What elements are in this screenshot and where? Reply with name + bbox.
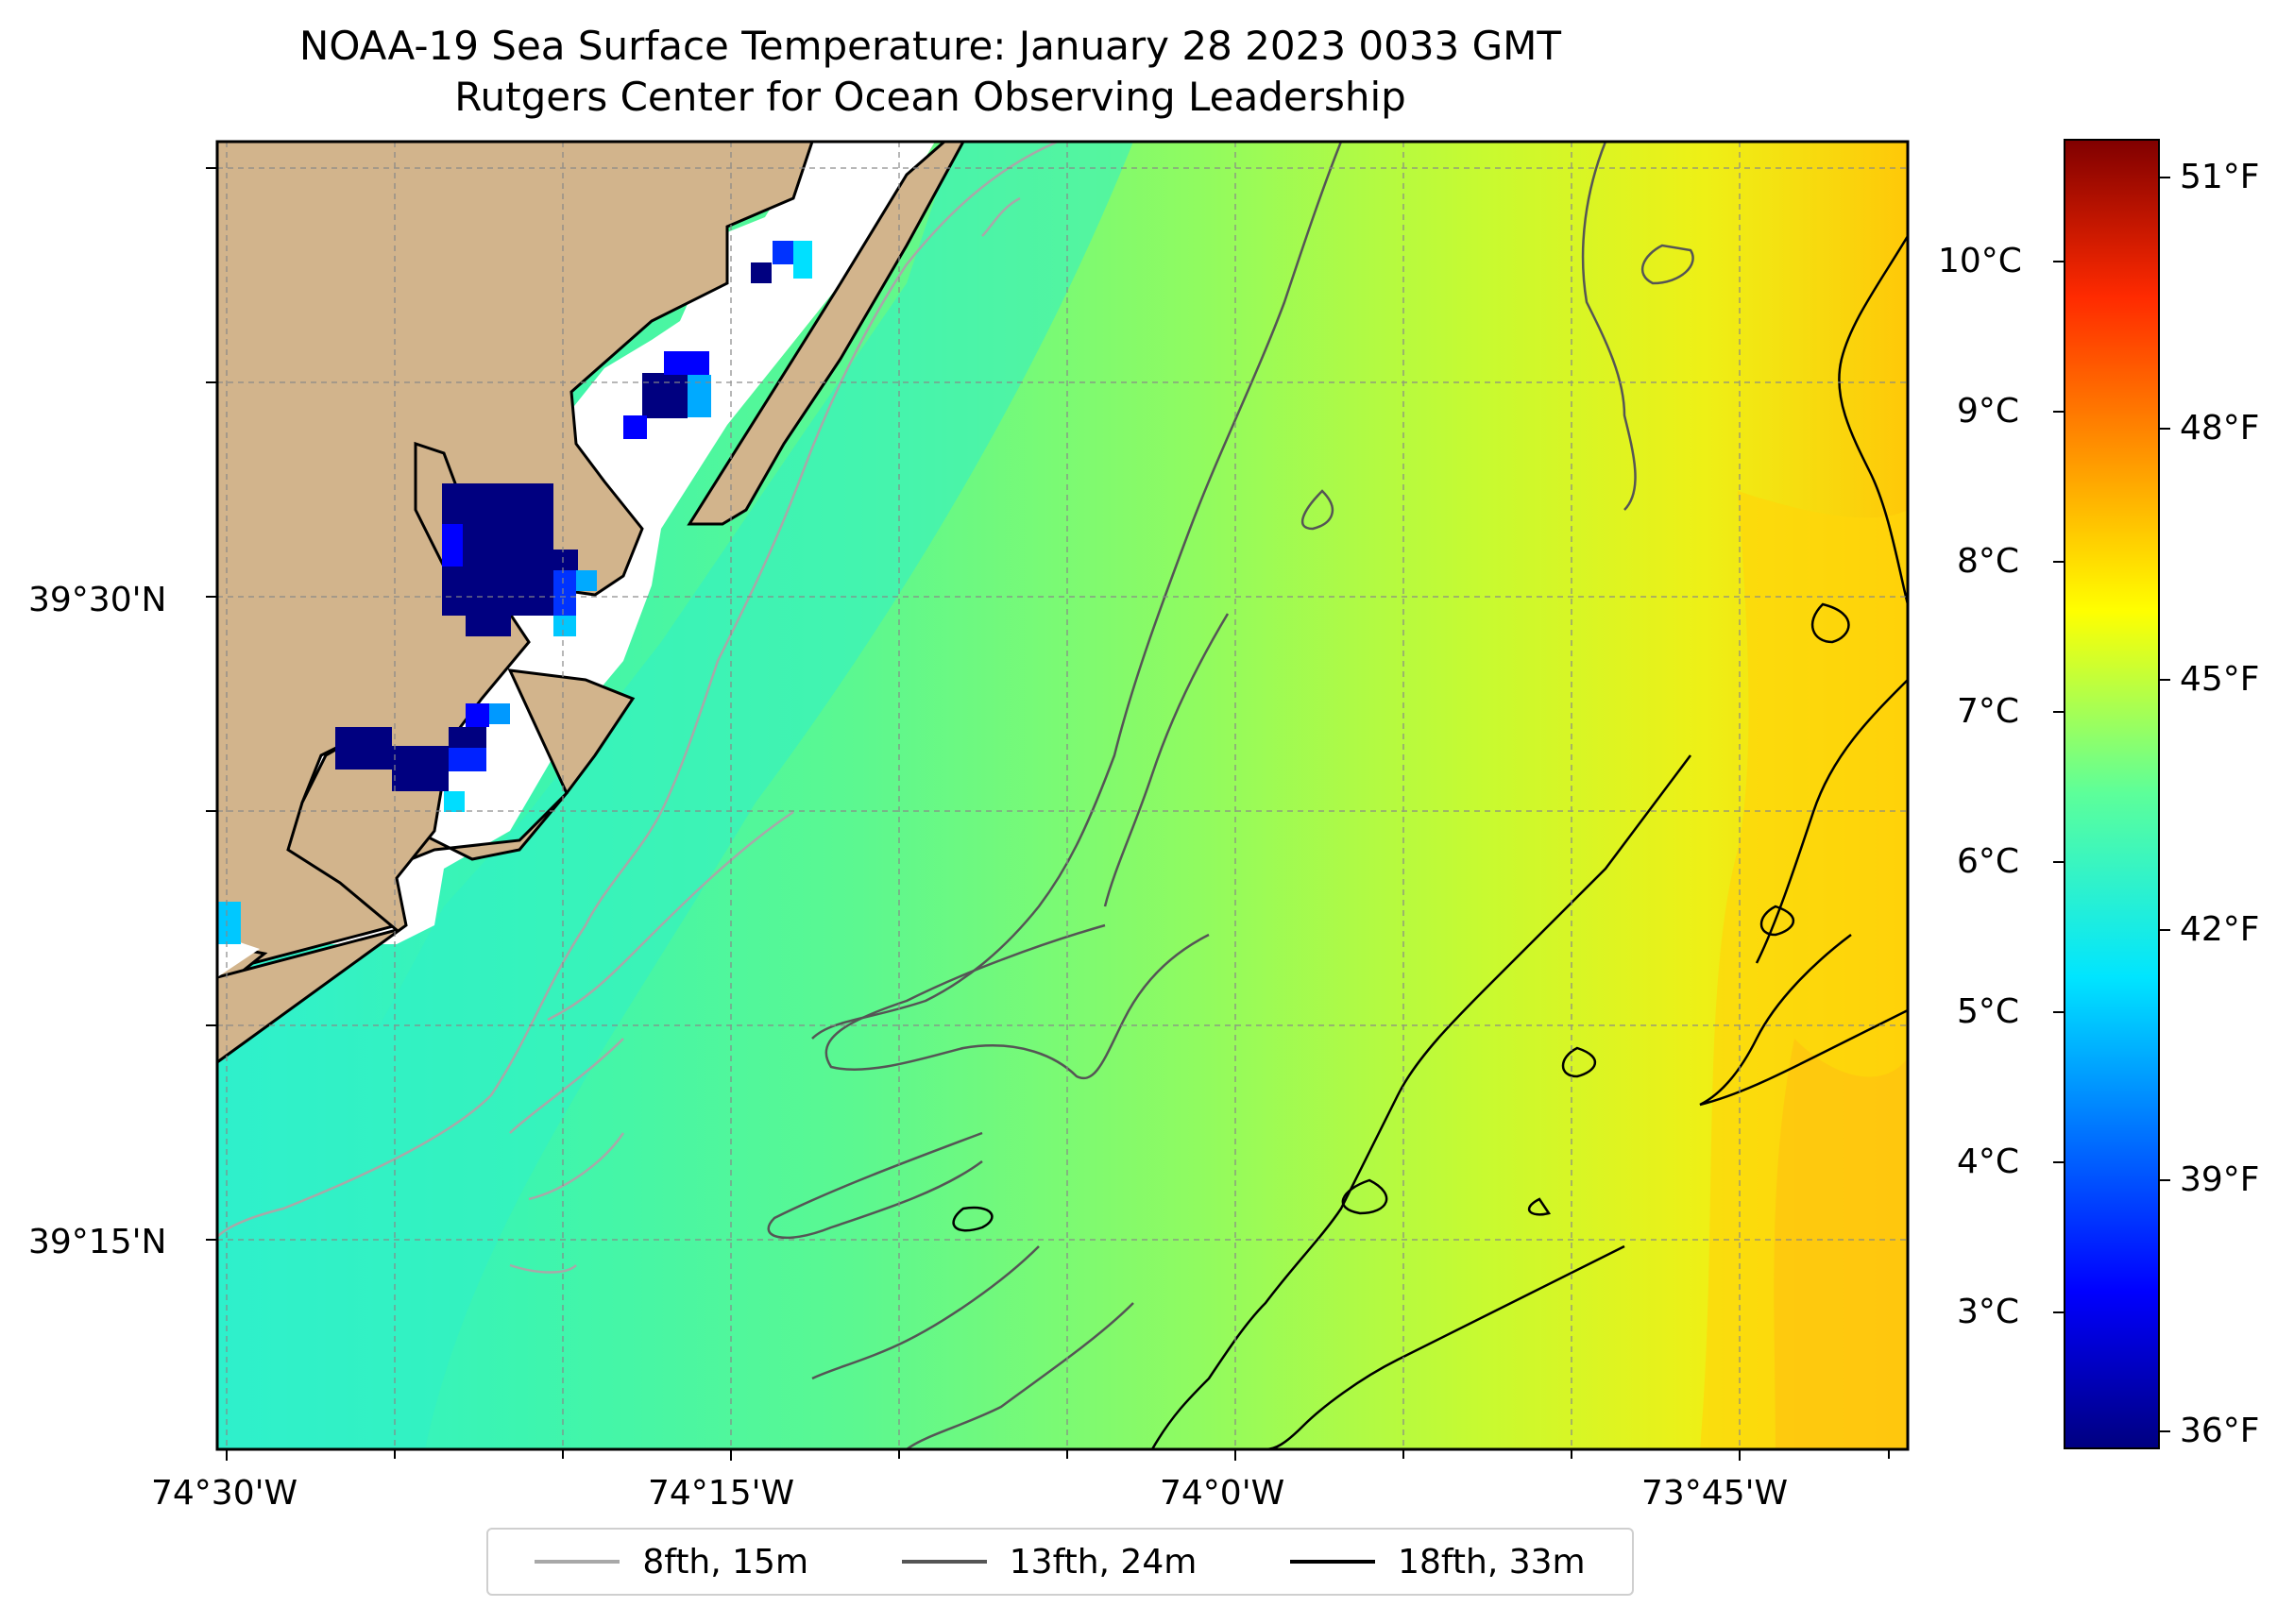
legend-entry-8fth: 8fth, 15m [535,1543,808,1582]
colorbar [2064,139,2160,1449]
colorbar-fahrenheit-label: 36°F [2180,1412,2260,1450]
contour-18fth [952,235,1908,1449]
colorbar-celsius-label: 9°C [1957,392,2020,431]
colorbar-fahrenheit-label: 51°F [2180,158,2260,196]
lon-tick-label: 74°0'W [1160,1474,1285,1513]
axis-ticks [206,167,1890,1461]
legend-label: 8fth, 15m [642,1542,809,1582]
lon-tick-label: 74°30'W [151,1474,298,1513]
sst-warmest-patch [1774,1039,1908,1449]
colorbar-celsius-label: 7°C [1957,692,2020,731]
lat-tick-label: 39°30'N [28,581,167,619]
colorbar-celsius-label: 8°C [1957,542,2020,581]
colorbar-celsius-label: 10°C [1938,242,2022,280]
legend-label: 18fth, 33m [1398,1542,1586,1582]
colorbar-celsius-label: 5°C [1957,992,2020,1031]
legend-entry-13fth: 13fth, 24m [901,1542,1198,1582]
contour-legend: 8fth, 15m 13fth, 24m 18fth, 33m [486,1528,1634,1596]
gridlines [217,142,1908,1449]
legend-line-swatch [1290,1560,1376,1564]
colorbar-fahrenheit-label: 39°F [2180,1160,2260,1199]
lat-tick-label: 39°15'N [28,1223,167,1261]
map-frame [215,140,1910,1451]
lon-tick-label: 74°15'W [648,1474,795,1513]
contour-8fth [217,142,1059,1274]
map-title: NOAA-19 Sea Surface Temperature: January… [298,23,1562,69]
map-subtitle: Rutgers Center for Ocean Observing Leade… [454,74,1406,120]
legend-entry-18fth: 18fth, 33m [1290,1543,1586,1582]
colorbar-fahrenheit-label: 45°F [2180,660,2260,699]
colorbar-celsius-label: 4°C [1957,1142,2020,1181]
colorbar-celsius-label: 3°C [1957,1293,2020,1331]
colorbar-ticks [2053,177,2170,1432]
legend-line-swatch [901,1560,987,1564]
legend-label: 13fth, 24m [1009,1542,1198,1582]
contour-13fth [767,142,1694,1449]
lon-tick-label: 73°45'W [1641,1474,1789,1513]
cold-pixel-patches [217,241,812,944]
sst-cool-band [217,142,1133,1449]
land-barrier-island [687,142,965,526]
legend-line-swatch [535,1560,620,1564]
colorbar-fahrenheit-label: 48°F [2180,409,2260,448]
missing-data-inlet [217,935,260,977]
colorbar-celsius-label: 6°C [1957,842,2020,881]
map-area [217,142,1908,1449]
colorbar-fahrenheit-label: 42°F [2180,910,2260,949]
